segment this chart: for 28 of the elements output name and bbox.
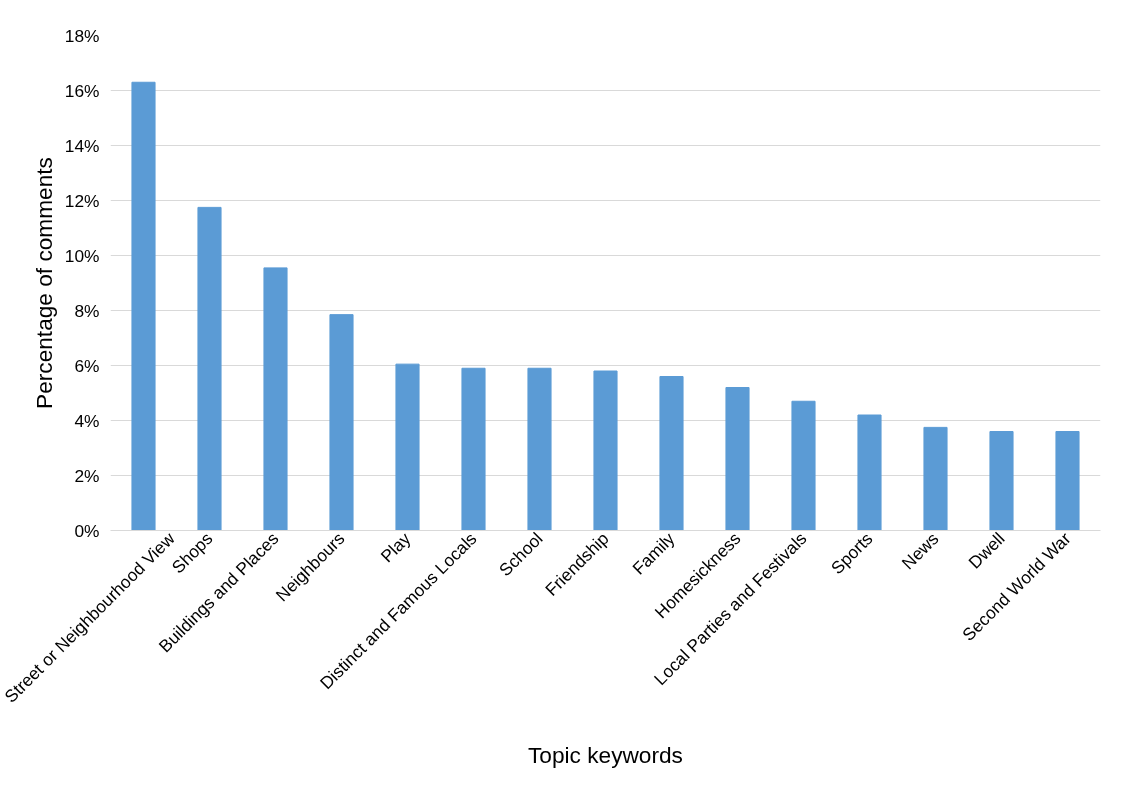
bar xyxy=(659,376,684,531)
y-tick-label: 12% xyxy=(64,190,100,211)
bar xyxy=(395,363,420,531)
bar xyxy=(329,314,354,531)
bar xyxy=(725,387,750,531)
bar xyxy=(527,367,552,531)
y-tick-label: 8% xyxy=(74,300,100,321)
bar xyxy=(131,81,156,531)
y-tick-label: 16% xyxy=(64,80,100,101)
bar xyxy=(923,426,948,531)
x-tick-label: Play xyxy=(376,528,415,567)
x-axis-title: Topic keywords xyxy=(528,741,683,768)
bar xyxy=(197,206,222,531)
bar xyxy=(593,370,618,531)
bar xyxy=(791,400,816,531)
y-tick-label: 4% xyxy=(74,410,100,431)
bar xyxy=(263,267,288,531)
y-axis-title: Percentage of comments xyxy=(30,157,57,409)
y-tick-label: 10% xyxy=(64,245,100,266)
bar xyxy=(989,431,1014,531)
y-tick-label: 14% xyxy=(64,135,100,156)
bar xyxy=(461,367,486,531)
bar xyxy=(1055,431,1080,531)
y-tick-label: 18% xyxy=(64,25,100,46)
y-tick-label: 6% xyxy=(74,355,100,376)
bar xyxy=(857,414,882,531)
y-tick-label: 0% xyxy=(74,520,100,541)
y-tick-label: 2% xyxy=(74,465,100,486)
